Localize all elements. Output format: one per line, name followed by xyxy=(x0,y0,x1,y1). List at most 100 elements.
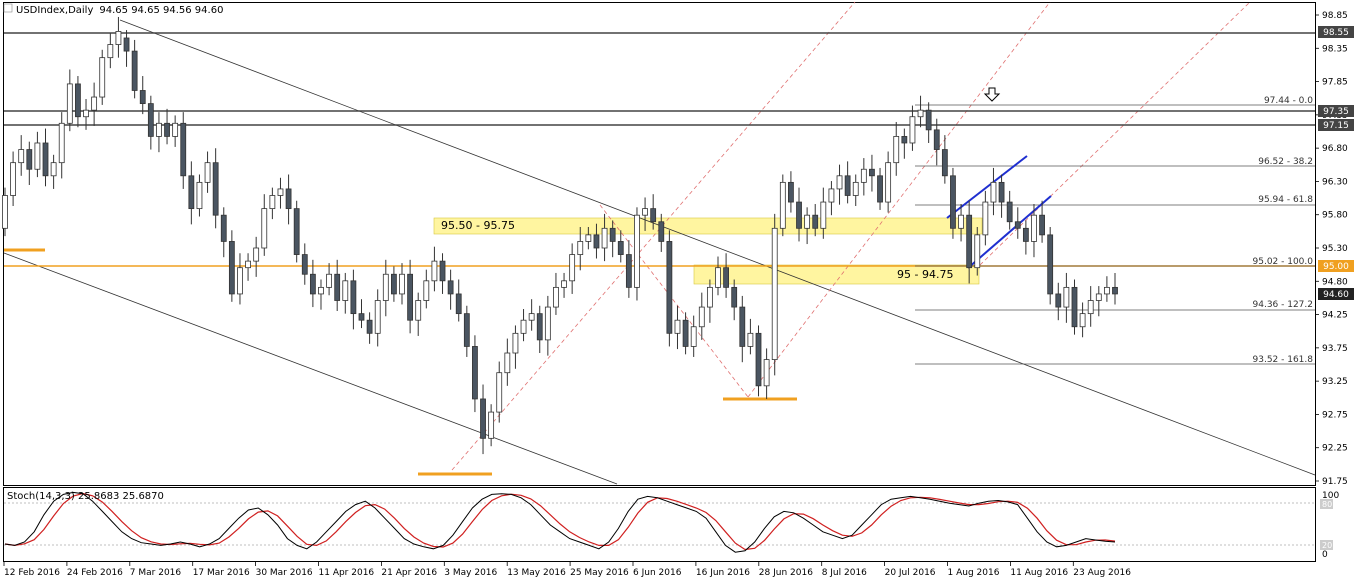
candle-body xyxy=(172,122,179,137)
y-tick-label: 92.25 xyxy=(1322,444,1348,454)
candle-body xyxy=(277,188,284,196)
candle-body xyxy=(1087,300,1094,315)
candle-body xyxy=(804,214,811,229)
candle-body xyxy=(625,254,632,288)
candle-body xyxy=(50,162,57,177)
candle-body xyxy=(617,241,624,255)
candle-body xyxy=(828,188,835,203)
candle-body xyxy=(536,313,543,341)
stoch-axis-label: 80 xyxy=(1322,500,1332,509)
y-tick-label: 91.75 xyxy=(1322,477,1348,487)
candle-body xyxy=(131,50,138,91)
candle-body xyxy=(399,273,405,295)
candle-body xyxy=(58,122,65,164)
fib-label: 96.52 - 38.2 xyxy=(1258,157,1313,167)
x-tick-label: 13 May 2016 xyxy=(507,568,566,578)
trendline-upper xyxy=(119,19,1316,476)
candle-body xyxy=(18,149,25,164)
price-tag: 97.35 xyxy=(1323,107,1349,117)
candle-body xyxy=(245,260,251,269)
candle-body xyxy=(820,201,827,229)
candle-body xyxy=(204,162,211,183)
y-tick-label: 92.75 xyxy=(1322,410,1348,420)
x-tick-label: 6 Jun 2016 xyxy=(633,568,682,578)
candle-body xyxy=(147,103,154,137)
candle-body xyxy=(358,313,365,321)
candle-body xyxy=(139,90,146,105)
x-tick-label: 7 Mar 2016 xyxy=(130,568,182,578)
candle-body xyxy=(844,175,851,196)
candle-body xyxy=(925,109,932,131)
candle-body xyxy=(658,221,665,242)
zone-upper-label: 95.50 - 95.75 xyxy=(441,219,515,232)
price-axis: 98.85 98.35 97.85 97.35 96.80 96.30 95.80 95.30… xyxy=(1315,11,1348,487)
price-tag: 97.15 xyxy=(1323,121,1349,131)
candle-body xyxy=(391,273,397,295)
candle-body xyxy=(520,319,527,334)
y-tick-label: 96.30 xyxy=(1322,177,1348,187)
candle-body xyxy=(107,44,114,59)
candle-body xyxy=(569,254,576,282)
ohlc-label: 94.65 94.65 94.56 94.60 xyxy=(99,5,223,16)
candle-body xyxy=(852,181,859,196)
candle-body xyxy=(998,181,1005,203)
fib-label: 95.94 - 61.8 xyxy=(1258,195,1313,205)
x-tick-label: 11 Apr 2016 xyxy=(319,568,375,578)
trendline-lower xyxy=(3,252,618,485)
y-tick-label: 96.80 xyxy=(1322,144,1348,154)
candle-body xyxy=(1039,214,1045,236)
candle-body xyxy=(237,267,243,295)
price-tags: 98.55 97.35 97.15 95.00 94.60 xyxy=(1318,26,1354,300)
y-tick-label: 94.25 xyxy=(1322,311,1348,321)
candle-body xyxy=(836,175,843,190)
candle-body xyxy=(974,234,981,269)
candle-body xyxy=(731,286,738,308)
x-tick-label: 21 Apr 2016 xyxy=(381,568,437,578)
fib-label: 93.52 - 161.8 xyxy=(1253,355,1314,365)
candle-body xyxy=(253,247,260,262)
candle-body xyxy=(1079,313,1086,328)
candle-body xyxy=(755,332,762,387)
candle-body xyxy=(593,234,600,249)
candle-body xyxy=(706,286,713,308)
candle-body xyxy=(723,267,729,288)
candle-body xyxy=(504,352,511,374)
candle-body xyxy=(301,254,308,275)
candle-body xyxy=(553,286,559,308)
symbol-label: USDIndex,Daily xyxy=(16,5,93,16)
stoch-axis-label: 100 xyxy=(1322,491,1339,501)
candle-body xyxy=(334,273,341,301)
stoch-pane xyxy=(3,487,1316,562)
x-tick-label: 25 May 2016 xyxy=(570,568,629,578)
y-tick-label: 98.35 xyxy=(1322,44,1348,54)
candle-body xyxy=(642,208,648,216)
price-tag: 98.55 xyxy=(1323,28,1349,38)
candle-body xyxy=(788,181,794,203)
x-tick-label: 3 May 2016 xyxy=(444,568,497,578)
candle-body xyxy=(496,372,503,413)
candle-body xyxy=(528,313,535,321)
candle-body xyxy=(309,273,316,295)
candle-body xyxy=(99,57,106,98)
x-tick-label: 20 Jul 2016 xyxy=(885,568,936,578)
candle-body xyxy=(917,109,924,118)
candle-body xyxy=(34,142,41,170)
stoch-axis-label: 0 xyxy=(1322,550,1328,560)
candle-body xyxy=(293,208,300,255)
x-tick-label: 1 Aug 2016 xyxy=(948,568,1000,578)
candle-body xyxy=(374,300,381,334)
candle-body xyxy=(577,241,584,255)
candle-body xyxy=(488,411,495,439)
candle-body xyxy=(196,181,203,210)
zone-upper xyxy=(433,217,983,235)
candle-body xyxy=(698,306,705,328)
candle-body xyxy=(739,306,746,347)
candle-body xyxy=(909,116,916,144)
fib-label: 95.02 - 100.0 xyxy=(1253,257,1314,267)
x-tick-label: 12 Feb 2016 xyxy=(4,568,60,578)
price-tag: 95.00 xyxy=(1323,262,1349,272)
x-tick-label: 23 Aug 2016 xyxy=(1073,568,1131,578)
candle-body xyxy=(1112,286,1118,295)
